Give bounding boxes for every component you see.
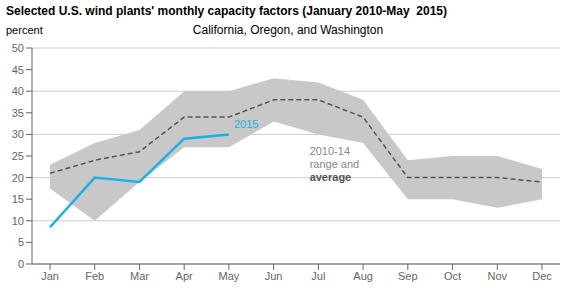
svg-text:Aug: Aug [353,270,373,282]
svg-text:30: 30 [12,128,24,140]
svg-text:0: 0 [18,258,24,270]
svg-text:Oct: Oct [444,270,461,282]
svg-text:25: 25 [12,150,24,162]
svg-text:5: 5 [18,236,24,248]
svg-text:average: average [310,171,352,183]
svg-text:Nov: Nov [487,270,507,282]
html-text:California, Oregon, and Washin: California, Oregon, and Washington [192,23,384,37]
svg-text:Feb: Feb [85,270,104,282]
svg-text:Mar: Mar [130,270,149,282]
svg-text:45: 45 [12,64,24,76]
svg-text:Apr: Apr [176,270,193,282]
html-text:Selected U.S. wind plants' mon: Selected U.S. wind plants' monthly capac… [6,4,447,18]
svg-text:Jan: Jan [41,270,59,282]
svg-text:Jul: Jul [311,270,325,282]
svg-text:2010-14range and: 2010-14range and [310,145,360,170]
svg-text:15: 15 [12,193,24,205]
svg-text:Sep: Sep [398,270,418,282]
svg-text:35: 35 [12,107,24,119]
svg-text:20: 20 [12,172,24,184]
svg-text:50: 50 [12,42,24,54]
svg-text:40: 40 [12,85,24,97]
svg-text:May: May [219,270,240,282]
svg-text:10: 10 [12,215,24,227]
html-text:percent: percent [6,24,43,36]
svg-text:Jun: Jun [265,270,283,282]
svg-text:2015: 2015 [234,118,258,130]
svg-text:Dec: Dec [532,270,552,282]
